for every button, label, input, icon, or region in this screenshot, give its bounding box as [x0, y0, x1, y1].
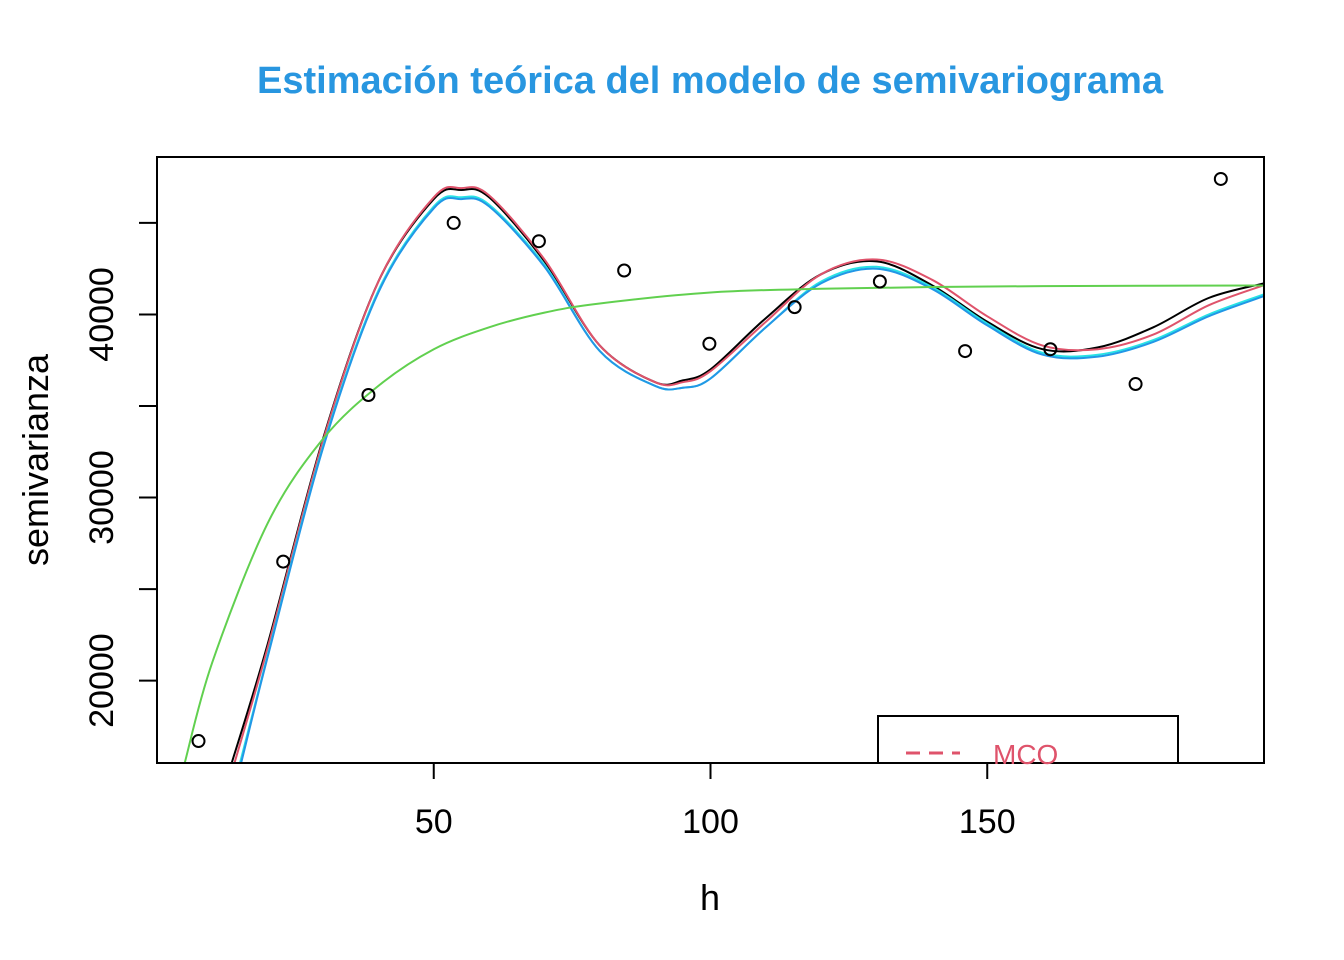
data-point: [1213, 171, 1228, 186]
model-curve-5: [183, 284, 1264, 763]
data-point: [1043, 342, 1058, 357]
legend: MCO: [877, 715, 1179, 770]
y-axis: 20000 30000 40000: [83, 221, 157, 728]
x-tick-label: 150: [959, 803, 1016, 841]
data-point: [1128, 377, 1143, 392]
y-axis-label: semivarianza: [15, 353, 56, 566]
data-point: [191, 734, 206, 749]
y-tick-label: 30000: [83, 450, 121, 545]
data-point: [361, 388, 376, 403]
data-point: [872, 274, 887, 289]
x-tick-label: 50: [415, 803, 453, 841]
data-point: [446, 215, 461, 230]
legend-box: [877, 715, 1179, 764]
model-curve-3: [239, 195, 1264, 763]
plot-box: [156, 156, 1265, 764]
chart-title: Estimación teórica del modelo de semivar…: [257, 60, 1164, 102]
points-layer: [191, 171, 1228, 749]
data-point: [276, 554, 291, 569]
model-curve-4: [240, 196, 1264, 763]
data-point: [617, 263, 632, 278]
data-point: [702, 336, 717, 351]
data-point: [787, 300, 802, 315]
data-point: [958, 344, 973, 359]
y-tick-label: 40000: [83, 267, 121, 362]
data-point: [531, 234, 546, 249]
y-tick-label: 20000: [83, 633, 121, 728]
x-axis-label: h: [700, 877, 720, 918]
model-curve-2: [233, 185, 1264, 763]
series-layer: [183, 185, 1264, 763]
x-tick-label: 100: [682, 803, 739, 841]
legend-label: MCO: [993, 739, 1058, 770]
x-axis: 50 100 150: [415, 763, 1016, 841]
